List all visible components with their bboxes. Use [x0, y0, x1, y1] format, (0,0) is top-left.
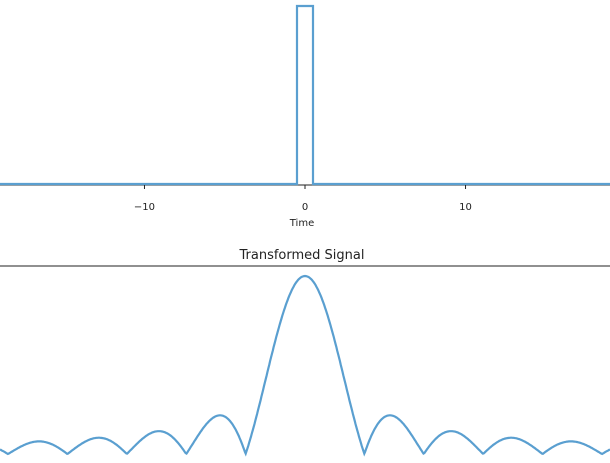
- x-tick-label: −10: [134, 202, 155, 213]
- transformed-signal-line: [0, 274, 610, 457]
- signal-plot-panel: −10 0 10 Time: [0, 4, 610, 229]
- signal-plot-xlabel: Time: [289, 218, 314, 229]
- x-tick-label: 10: [459, 202, 472, 213]
- x-tick-label: 0: [302, 202, 308, 213]
- signal-plot-ticks: −10 0 10: [134, 185, 472, 213]
- transformed-signal-title: Transformed Signal: [239, 248, 365, 263]
- signal-line: [0, 4, 610, 186]
- transformed-signal-panel: Transformed Signal: [0, 248, 610, 457]
